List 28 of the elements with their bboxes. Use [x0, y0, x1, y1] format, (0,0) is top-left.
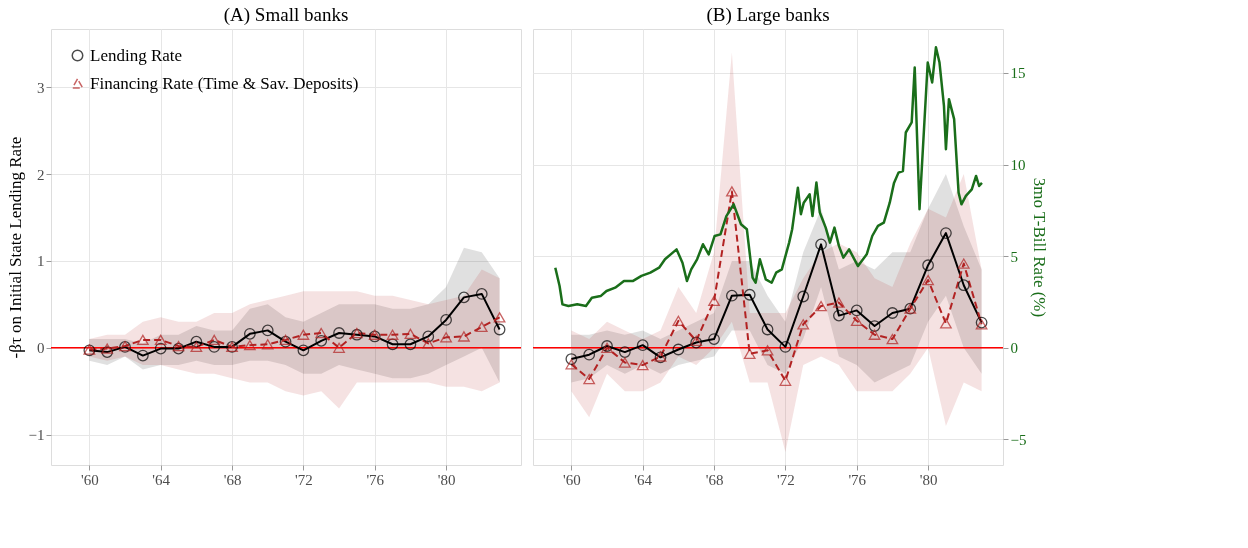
x-tick-label: '72 [295, 471, 313, 488]
x-tick-label: '76 [366, 471, 385, 488]
y2-tick-label: 0 [1010, 340, 1018, 357]
x-tick-label: '80 [437, 471, 456, 488]
y2-axis-title: 3mo T-Bill Rate (%) [1030, 177, 1050, 318]
legend-label: Lending Rate [90, 45, 183, 65]
x-tick-label: '64 [152, 471, 171, 488]
y2-tick-label: 10 [1010, 157, 1026, 174]
y-tick-label: −1 [28, 427, 45, 444]
y-tick-label: 3 [37, 79, 45, 96]
chart-title: (B) Large banks [706, 4, 830, 26]
x-tick-label: '64 [634, 471, 653, 488]
x-tick-label: '68 [223, 471, 242, 488]
x-tick-label: '76 [848, 471, 867, 488]
chart-title: (A) Small banks [223, 4, 349, 26]
y2-tick-label: 15 [1010, 65, 1026, 82]
y2-tick-label: 5 [1010, 248, 1018, 265]
y-tick-label: 0 [37, 340, 45, 357]
y2-tick-label: −5 [1010, 431, 1027, 448]
y-tick-label: 2 [37, 166, 45, 183]
y-tick-label: 1 [37, 253, 45, 270]
x-tick-label: '60 [563, 471, 581, 488]
x-tick-label: '68 [705, 471, 724, 488]
x-tick-label: '60 [81, 471, 99, 488]
legend-label: Financing Rate (Time & Sav. Deposits) [90, 73, 359, 93]
y-axis-title: -βτ on Initial State Lending Rate [5, 136, 25, 359]
x-tick-label: '72 [777, 471, 795, 488]
x-tick-label: '80 [919, 471, 938, 488]
